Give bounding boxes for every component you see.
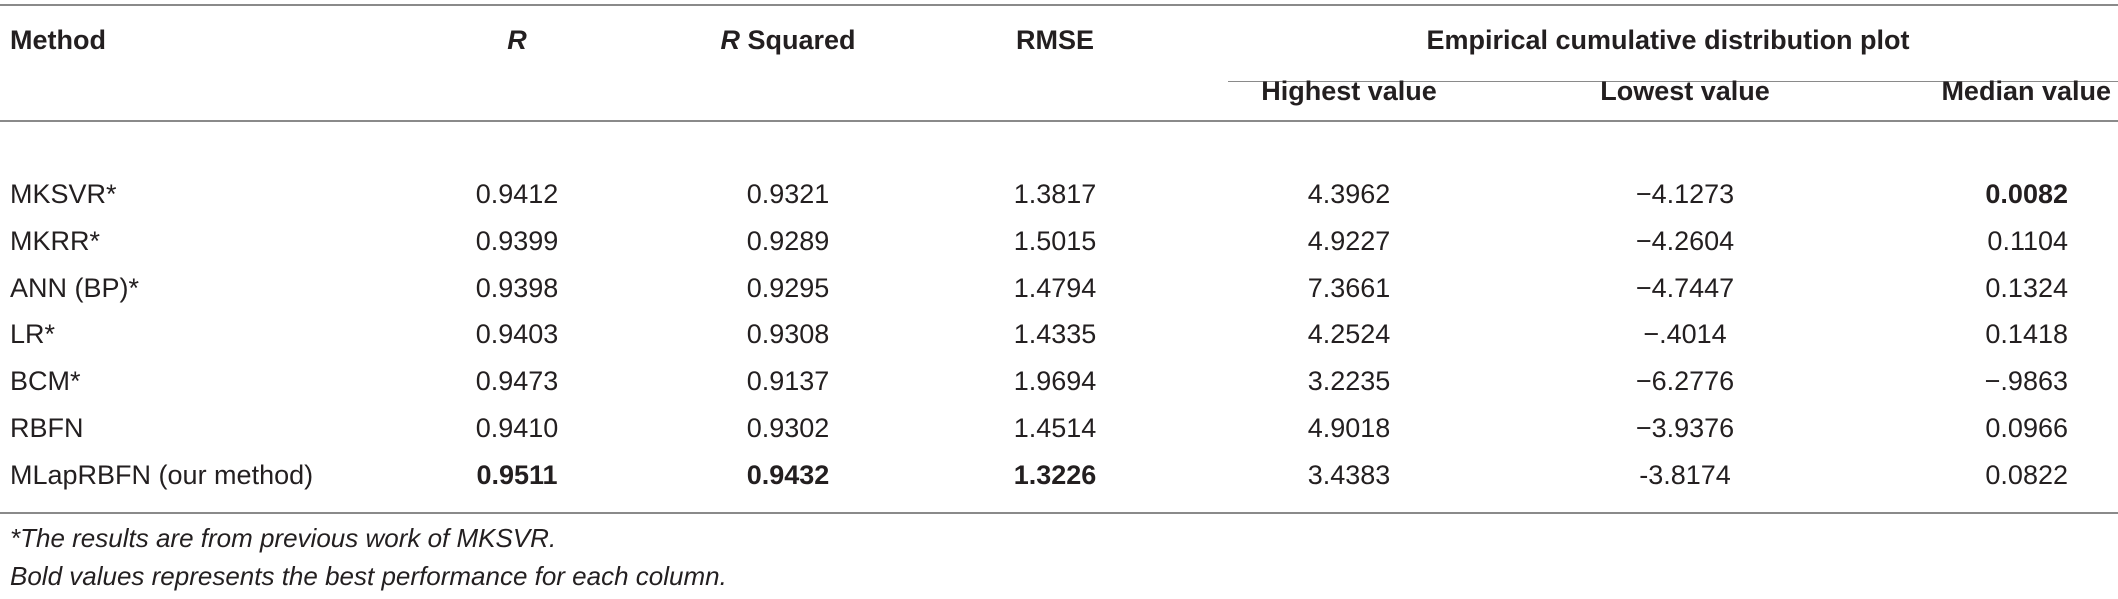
table-cell-lowest: −4.7447: [1635, 273, 1735, 303]
table-cell-r: 0.9399: [475, 226, 559, 256]
table-cell-lowest: −.4014: [1643, 319, 1727, 349]
table-cell-r2: 0.9432: [746, 460, 830, 490]
table-cell-lowest: −3.9376: [1635, 413, 1735, 443]
header-method: Method: [10, 25, 106, 55]
table-cell-lowest: -3.8174: [1639, 460, 1731, 490]
table-cell-lowest: −4.2604: [1635, 226, 1735, 256]
table-cell-median: 0.1418: [1985, 319, 2068, 349]
table-cell-highest: 7.3661: [1307, 273, 1391, 303]
table-cell-r2: 0.9302: [746, 413, 830, 443]
table-cell-r: 0.9403: [475, 319, 559, 349]
table-cell-lowest: −4.1273: [1635, 179, 1735, 209]
table-cell-rmse: 1.4514: [1013, 413, 1097, 443]
table-cell-median: 0.0082: [1985, 179, 2068, 209]
table-cell-rmse: 1.3226: [1013, 460, 1097, 490]
table-cell-highest: 4.2524: [1307, 319, 1391, 349]
header-r-squared: R Squared: [720, 24, 855, 56]
table-cell-highest: 4.9227: [1307, 226, 1391, 256]
footnote-previous-work: *The results are from previous work of M…: [10, 523, 557, 553]
top-rule: [0, 4, 2118, 6]
table-cell-highest: 3.4383: [1307, 460, 1391, 490]
table-row-method: MKRR*: [10, 226, 101, 256]
header-r: R: [507, 25, 527, 55]
table-cell-rmse: 1.9694: [1013, 366, 1097, 396]
header-bottom-rule: [0, 120, 2118, 122]
table-cell-median: 0.1324: [1985, 273, 2068, 303]
table-cell-median: 0.1104: [1987, 226, 2068, 256]
table-cell-median: −.9863: [1984, 366, 2068, 396]
header-lowest: Lowest value: [1600, 76, 1770, 106]
table-bottom-rule: [0, 512, 2118, 514]
header-highest: Highest value: [1261, 76, 1437, 106]
table-row-method: ANN (BP)*: [10, 273, 140, 303]
table-cell-highest: 3.2235: [1307, 366, 1391, 396]
table-cell-highest: 4.9018: [1307, 413, 1391, 443]
footnote-bold-values: Bold values represents the best performa…: [10, 561, 727, 591]
header-median: Median value: [1941, 76, 2111, 106]
table-cell-rmse: 1.4335: [1013, 319, 1097, 349]
header-r-squared-symbol: R: [720, 25, 740, 55]
table-cell-median: 0.0822: [1985, 460, 2068, 490]
table-cell-highest: 4.3962: [1307, 179, 1391, 209]
ecdf-group-rule: [1228, 81, 2118, 82]
table-cell-rmse: 1.3817: [1013, 179, 1097, 209]
table-cell-r2: 0.9321: [746, 179, 830, 209]
table-row-method: BCM*: [10, 366, 81, 396]
table-cell-rmse: 1.5015: [1013, 226, 1097, 256]
table-cell-r2: 0.9289: [746, 226, 830, 256]
table-cell-r: 0.9511: [476, 460, 558, 490]
table-cell-r: 0.9473: [475, 366, 559, 396]
table-cell-r: 0.9410: [475, 413, 559, 443]
header-r-squared-word: Squared: [739, 25, 856, 55]
header-ecdf: Empirical cumulative distribution plot: [1426, 25, 1910, 55]
table-cell-r: 0.9412: [475, 179, 559, 209]
table-row-method: MLapRBFN (our method): [10, 460, 314, 490]
table-cell-r2: 0.9295: [746, 273, 830, 303]
table-cell-r: 0.9398: [475, 273, 559, 303]
table-cell-lowest: −6.2776: [1635, 366, 1735, 396]
table-cell-r2: 0.9137: [746, 366, 830, 396]
table-cell-rmse: 1.4794: [1013, 273, 1097, 303]
table-row-method: LR*: [10, 319, 56, 349]
header-rmse: RMSE: [1015, 25, 1095, 55]
table-cell-r2: 0.9308: [746, 319, 830, 349]
table-cell-median: 0.0966: [1985, 413, 2068, 443]
table-row-method: RBFN: [10, 413, 84, 443]
table-row-method: MKSVR*: [10, 179, 117, 209]
